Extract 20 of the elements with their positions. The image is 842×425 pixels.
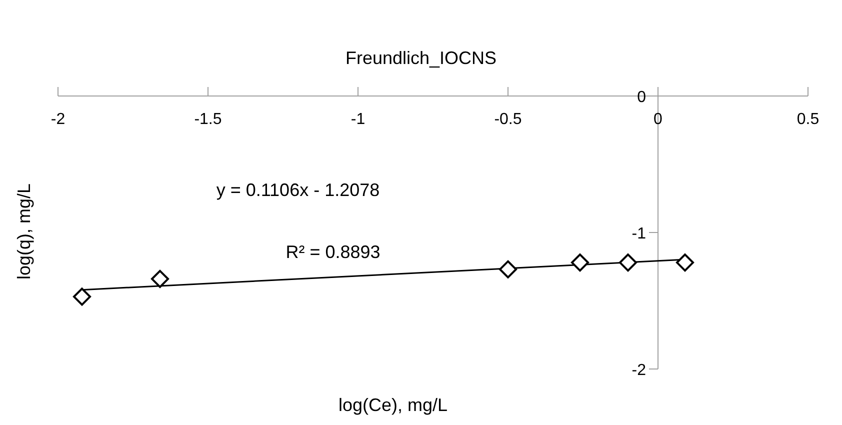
- point: [571, 254, 589, 272]
- y-axis-title: log(q), mg/L: [14, 183, 34, 280]
- point: [499, 260, 517, 278]
- annotation: y = 0.1106x - 1.2078: [216, 180, 380, 200]
- point: [73, 288, 91, 306]
- chart-title: Freundlich_IOCNS: [345, 48, 497, 68]
- x-tick-label: 0: [654, 111, 663, 128]
- y-tick-label: -2: [632, 362, 646, 379]
- point: [151, 270, 169, 288]
- point: [676, 254, 694, 272]
- x-tick-label: -1.5: [194, 111, 222, 128]
- point: [619, 254, 637, 272]
- x-axis-title: log(Ce), mg/L: [338, 395, 448, 415]
- x-tick-label: -2: [50, 111, 66, 128]
- x-tick-label: -1: [350, 111, 366, 128]
- y-tick-label: -1: [632, 226, 646, 242]
- y-tick-label: 0: [637, 89, 646, 106]
- annotation: R² = 0.8893: [286, 242, 380, 262]
- x-tick-label: -0.5: [494, 111, 522, 128]
- x-tick-label: 0.5: [796, 111, 820, 128]
